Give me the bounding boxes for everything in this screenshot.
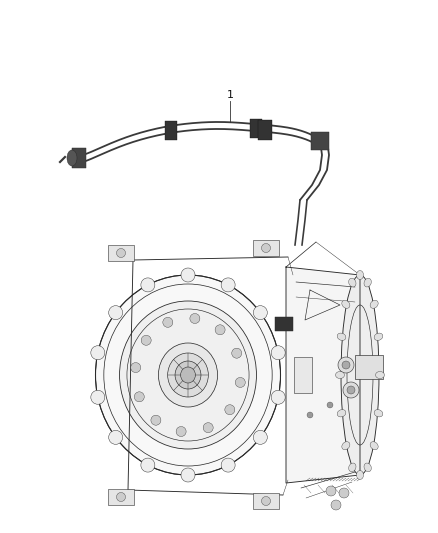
Circle shape xyxy=(215,325,225,335)
Circle shape xyxy=(203,423,213,433)
Circle shape xyxy=(339,488,349,498)
Ellipse shape xyxy=(337,409,346,417)
Ellipse shape xyxy=(221,458,235,472)
Ellipse shape xyxy=(271,346,285,360)
Ellipse shape xyxy=(357,471,364,480)
Ellipse shape xyxy=(67,150,77,166)
Ellipse shape xyxy=(91,346,105,360)
Ellipse shape xyxy=(168,353,208,397)
Circle shape xyxy=(163,317,173,327)
Ellipse shape xyxy=(370,442,378,450)
Text: 1: 1 xyxy=(226,90,233,100)
Circle shape xyxy=(307,412,313,418)
Bar xyxy=(108,489,134,505)
Ellipse shape xyxy=(341,275,379,475)
Bar xyxy=(250,119,262,138)
Circle shape xyxy=(347,386,355,394)
Ellipse shape xyxy=(342,442,350,450)
Ellipse shape xyxy=(349,278,356,287)
Bar xyxy=(355,355,383,379)
Circle shape xyxy=(331,500,341,510)
Polygon shape xyxy=(286,267,360,483)
Ellipse shape xyxy=(141,458,155,472)
Ellipse shape xyxy=(374,409,383,417)
Ellipse shape xyxy=(181,468,195,482)
Circle shape xyxy=(343,382,359,398)
Circle shape xyxy=(327,402,333,408)
Ellipse shape xyxy=(349,463,356,472)
Ellipse shape xyxy=(374,333,383,341)
Circle shape xyxy=(261,244,271,253)
Circle shape xyxy=(190,313,200,324)
Circle shape xyxy=(117,248,126,257)
Ellipse shape xyxy=(159,343,218,407)
Ellipse shape xyxy=(370,300,378,308)
Circle shape xyxy=(326,486,336,496)
Ellipse shape xyxy=(375,372,385,378)
Bar xyxy=(253,240,279,256)
Ellipse shape xyxy=(120,301,257,449)
Circle shape xyxy=(176,426,186,437)
Ellipse shape xyxy=(95,275,280,475)
Ellipse shape xyxy=(221,278,235,292)
Ellipse shape xyxy=(141,278,155,292)
Ellipse shape xyxy=(364,463,371,472)
Ellipse shape xyxy=(337,333,346,341)
Bar xyxy=(275,317,293,331)
Circle shape xyxy=(141,335,151,345)
Ellipse shape xyxy=(181,268,195,282)
Bar xyxy=(311,132,329,150)
Circle shape xyxy=(235,377,245,387)
Circle shape xyxy=(261,497,271,505)
Bar xyxy=(72,148,86,168)
Bar xyxy=(258,120,272,140)
Bar xyxy=(253,493,279,509)
Ellipse shape xyxy=(109,430,123,445)
Circle shape xyxy=(151,415,161,425)
Ellipse shape xyxy=(253,305,267,320)
Bar xyxy=(108,245,134,261)
Ellipse shape xyxy=(342,300,350,308)
Ellipse shape xyxy=(271,390,285,404)
Circle shape xyxy=(232,348,242,358)
Ellipse shape xyxy=(109,305,123,320)
Ellipse shape xyxy=(336,372,345,378)
Circle shape xyxy=(225,405,235,415)
Ellipse shape xyxy=(253,430,267,445)
Circle shape xyxy=(338,357,354,373)
Ellipse shape xyxy=(180,367,195,383)
Circle shape xyxy=(342,361,350,369)
Ellipse shape xyxy=(364,278,371,287)
Bar xyxy=(165,121,177,140)
Bar xyxy=(294,357,312,393)
Ellipse shape xyxy=(357,271,364,279)
Circle shape xyxy=(117,492,126,502)
Circle shape xyxy=(131,362,141,373)
Circle shape xyxy=(134,392,144,402)
Ellipse shape xyxy=(91,390,105,404)
Ellipse shape xyxy=(175,361,201,389)
